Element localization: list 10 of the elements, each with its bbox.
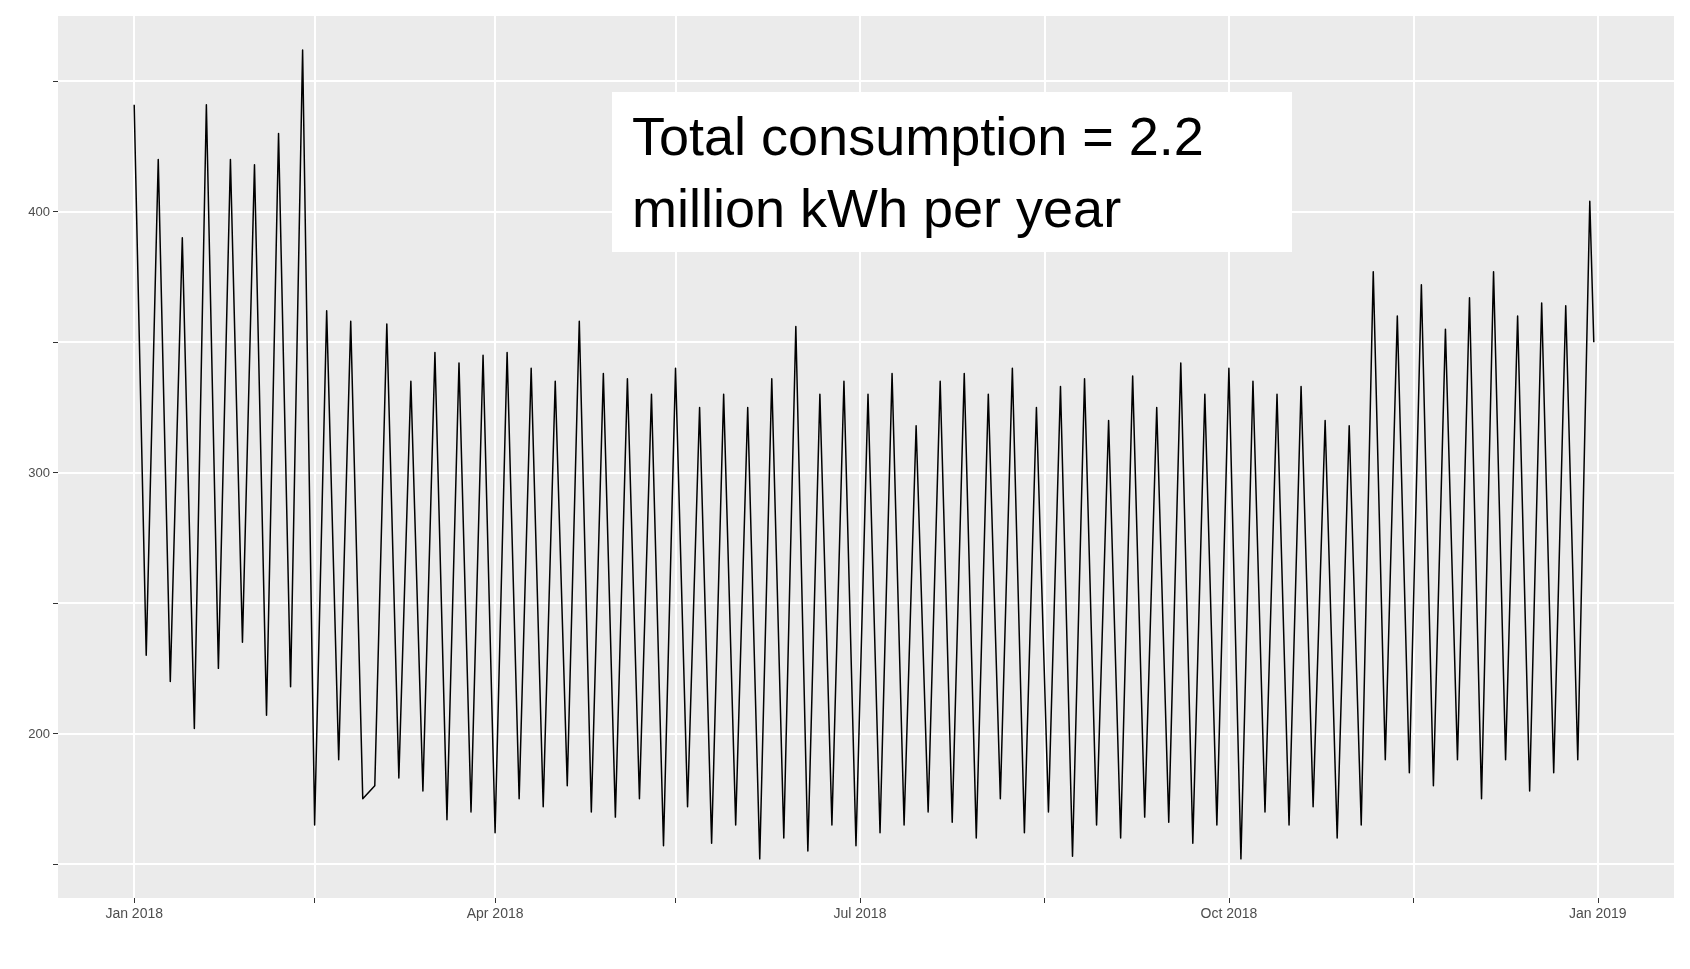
y-tick-label: 400 [28,204,50,220]
y-tick-label: 300 [28,465,50,481]
x-tick-label: Oct 2018 [1200,905,1258,921]
x-tick-label: Jul 2018 [833,905,887,921]
annotation: Total consumption = 2.2 million kWh per year [632,106,1219,238]
x-tick-label: Jan 2018 [105,905,164,921]
y-tick-label: 200 [28,726,50,742]
line-series [133,49,1595,860]
x-tick-label: Jan 2019 [1569,905,1627,921]
x-tick-label: Apr 2018 [466,905,524,921]
